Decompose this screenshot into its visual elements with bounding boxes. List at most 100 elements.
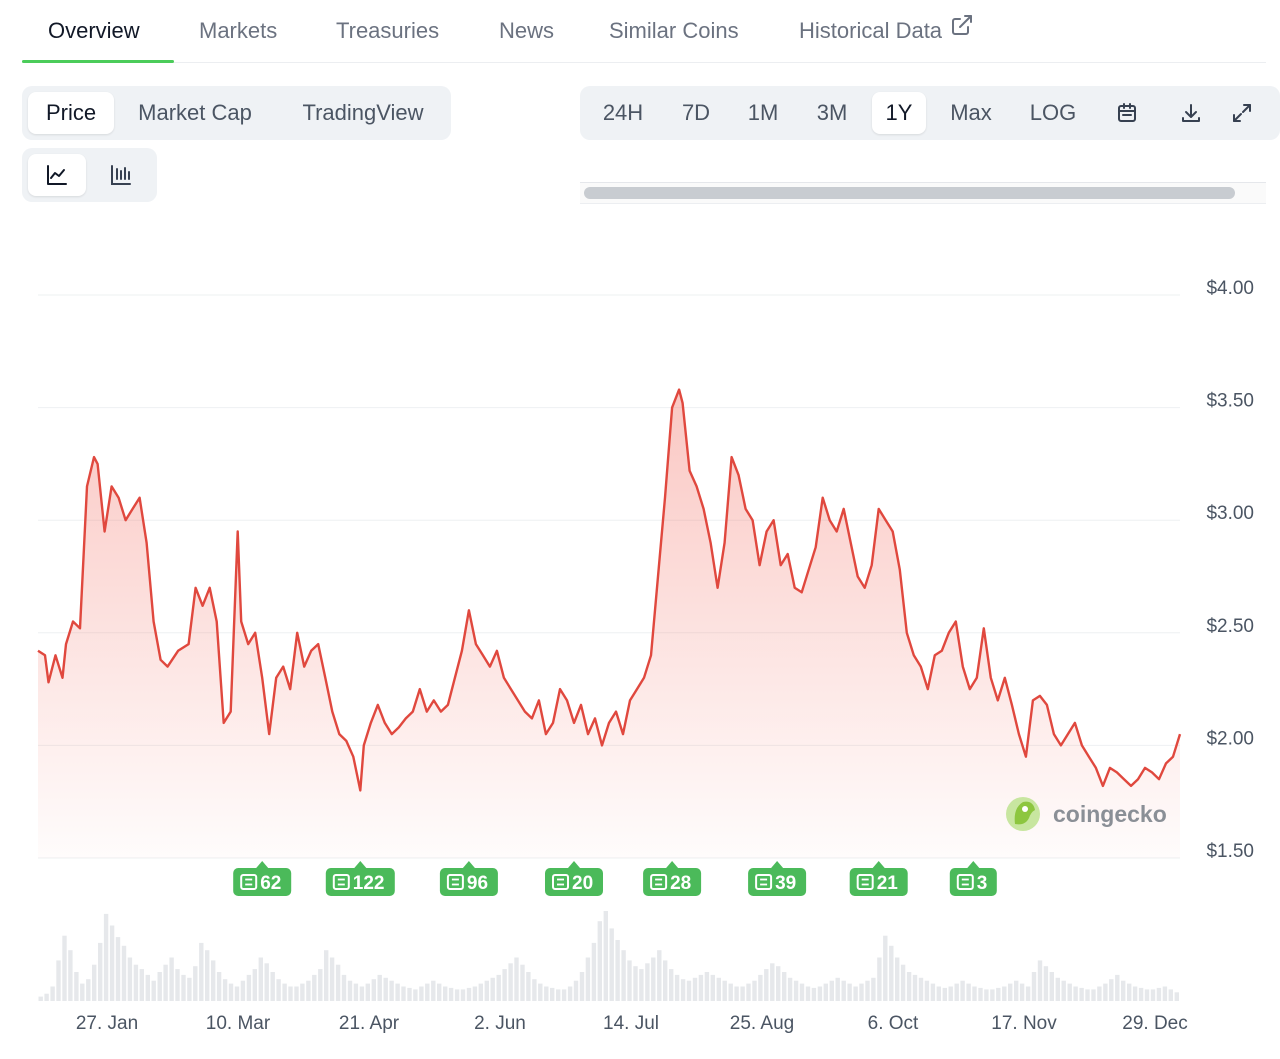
range-max[interactable]: Max [950, 100, 992, 125]
news-marker: 20 [545, 861, 603, 896]
volume-bar [86, 979, 91, 1001]
volume-bar [276, 979, 281, 1001]
news-marker-pointer [967, 861, 980, 868]
volume-bar [657, 950, 662, 1001]
x-tick-label: 2. Jun [474, 1013, 526, 1034]
volume-bar [805, 986, 811, 1001]
news-marker: 39 [748, 861, 807, 896]
time-range-switch: 24H 7D 1M 3M 1Y Max LOG [580, 86, 1280, 140]
price-tab[interactable]: Price [28, 92, 114, 134]
range-log[interactable]: LOG [1029, 100, 1077, 125]
volume-bar [782, 972, 787, 1001]
volume-bar [306, 980, 311, 1001]
line-chart-button[interactable] [28, 154, 86, 196]
volume-bar [883, 935, 888, 1001]
tab-treasuries[interactable]: Treasuries [336, 18, 440, 43]
volume-bar [871, 977, 876, 1001]
volume-bar [383, 977, 388, 1001]
tab-markets[interactable]: Markets [199, 18, 278, 43]
volume-bar [948, 986, 953, 1001]
x-tick-label: 17. Nov [991, 1013, 1057, 1034]
volume-bar [157, 972, 162, 1001]
volume-bar [544, 986, 549, 1001]
volume-bar [335, 964, 341, 1001]
download-button[interactable] [1166, 92, 1216, 134]
range-1y[interactable]: 1Y [872, 92, 926, 134]
tab-overview[interactable]: Overview [48, 18, 140, 43]
gecko-head-icon [1014, 801, 1035, 825]
volume-bar [193, 966, 198, 1001]
volume-bar [1008, 983, 1013, 1001]
news-count: 96 [467, 873, 488, 894]
volume-bar [1162, 986, 1168, 1001]
volume-bar [954, 983, 959, 1001]
volume-bar [222, 979, 228, 1001]
volume-bar [912, 974, 918, 1001]
volume-bar [663, 960, 668, 1001]
y-tick-label: $2.50 [1206, 616, 1254, 637]
y-tick-label: $3.50 [1206, 391, 1254, 412]
candlestick-chart-icon [111, 165, 131, 185]
tab-historical-data[interactable]: Historical Data [799, 0, 974, 62]
volume-bar [966, 983, 971, 1001]
volume-bar [1115, 974, 1120, 1001]
volume-bar [205, 950, 210, 1001]
news-marker-pointer [354, 861, 367, 868]
volume-bar [674, 974, 680, 1001]
volume-bar [1014, 980, 1019, 1001]
volume-bar [692, 977, 698, 1001]
volume-bar [895, 957, 900, 1001]
expand-button[interactable] [1230, 92, 1276, 134]
volume-bar [115, 937, 121, 1001]
volume-bar [460, 989, 466, 1001]
tab-news[interactable]: News [499, 18, 555, 43]
range-navigator[interactable] [580, 182, 1266, 204]
range-7d[interactable]: 7D [681, 100, 711, 125]
news-count: 21 [877, 873, 899, 894]
volume-bar [942, 987, 947, 1001]
range-24h[interactable]: 24H [602, 100, 644, 125]
candlestick-chart-button[interactable] [92, 154, 150, 196]
volume-bar [252, 969, 257, 1001]
active-tab-underline [22, 60, 174, 63]
volume-bar [859, 983, 864, 1001]
volume-bar [538, 983, 543, 1001]
y-tick-label: $4.00 [1206, 278, 1254, 299]
volume-bar [1168, 989, 1173, 1001]
range-3m[interactable]: 3M [816, 100, 848, 125]
volume-bar [199, 942, 204, 1001]
volume-bar [526, 972, 531, 1001]
volume-bar [532, 979, 537, 1001]
volume-bar [109, 925, 115, 1001]
newspaper-icon [552, 874, 569, 890]
volume-bar [978, 987, 983, 1001]
news-marker: 96 [439, 861, 498, 896]
tab-similar-coins[interactable]: Similar Coins [609, 18, 739, 43]
volume-bar [264, 963, 269, 1001]
price-line [37, 388, 1182, 792]
volume-bar [44, 993, 49, 1001]
volume-bar [686, 980, 692, 1001]
volume-bar [56, 960, 61, 1001]
volume-bar [1043, 966, 1049, 1001]
range-navigator-handle[interactable] [584, 187, 1235, 199]
range-1m[interactable]: 1M [747, 100, 779, 125]
external-link-icon [950, 0, 974, 61]
market-cap-tab[interactable]: Market Cap [138, 100, 252, 125]
volume-bar [1073, 986, 1078, 1001]
volume-bar [633, 966, 638, 1001]
chart-type-switch: Price Market Cap TradingView [22, 86, 451, 140]
newspaper-icon [755, 874, 773, 890]
news-marker: 122 [325, 861, 395, 896]
volume-bar [508, 963, 513, 1001]
volume-bar [877, 957, 882, 1001]
tradingview-tab[interactable]: TradingView [302, 100, 424, 125]
volume-bar [1019, 983, 1025, 1001]
volume-bar [484, 980, 489, 1001]
x-tick-label: 10. Mar [206, 1013, 271, 1034]
volume-bar [365, 983, 370, 1001]
volume-bar [407, 987, 412, 1001]
calendar-button[interactable] [1102, 92, 1152, 134]
volume-bar [651, 957, 656, 1001]
volume-bar [1132, 986, 1138, 1001]
